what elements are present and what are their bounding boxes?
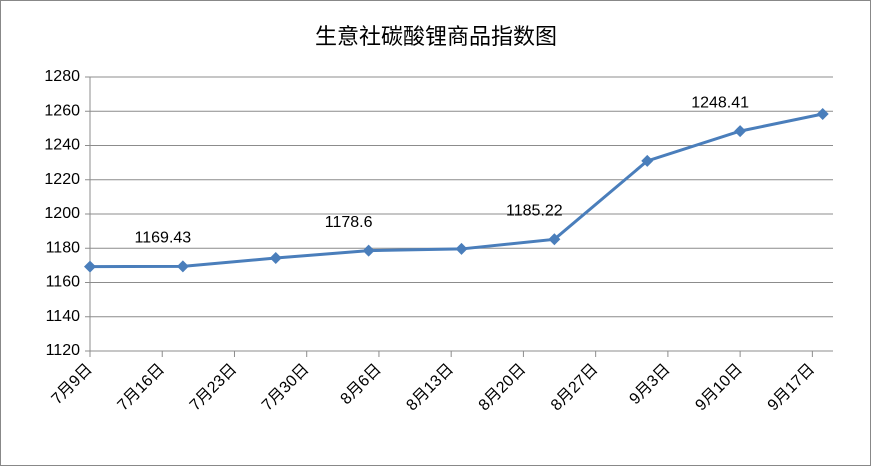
marker [455,242,468,255]
y-tick-label: 1240 [44,137,80,154]
marker [176,260,189,273]
data-label: 1178.6 [325,214,373,231]
y-tick-label: 1280 [44,68,80,85]
data-label: 1185.22 [506,203,563,220]
y-tick-label: 1140 [46,308,81,325]
y-tick-label: 1120 [46,342,81,359]
marker [816,107,829,120]
marker [269,252,282,265]
y-tick-label: 1220 [44,171,80,188]
y-tick-label: 1200 [44,205,80,222]
marker [734,125,747,138]
chart-title: 生意社碳酸锂商品指数图 [315,25,557,50]
marker [362,244,375,257]
marker [548,233,561,246]
data-label: 1169.43 [135,230,192,247]
y-tick-label: 1260 [44,102,80,119]
y-tick-label: 1180 [46,239,81,256]
y-tick-label: 1160 [46,274,81,291]
marker [641,154,654,167]
data-label: 1248.41 [691,94,749,111]
marker [84,260,96,273]
